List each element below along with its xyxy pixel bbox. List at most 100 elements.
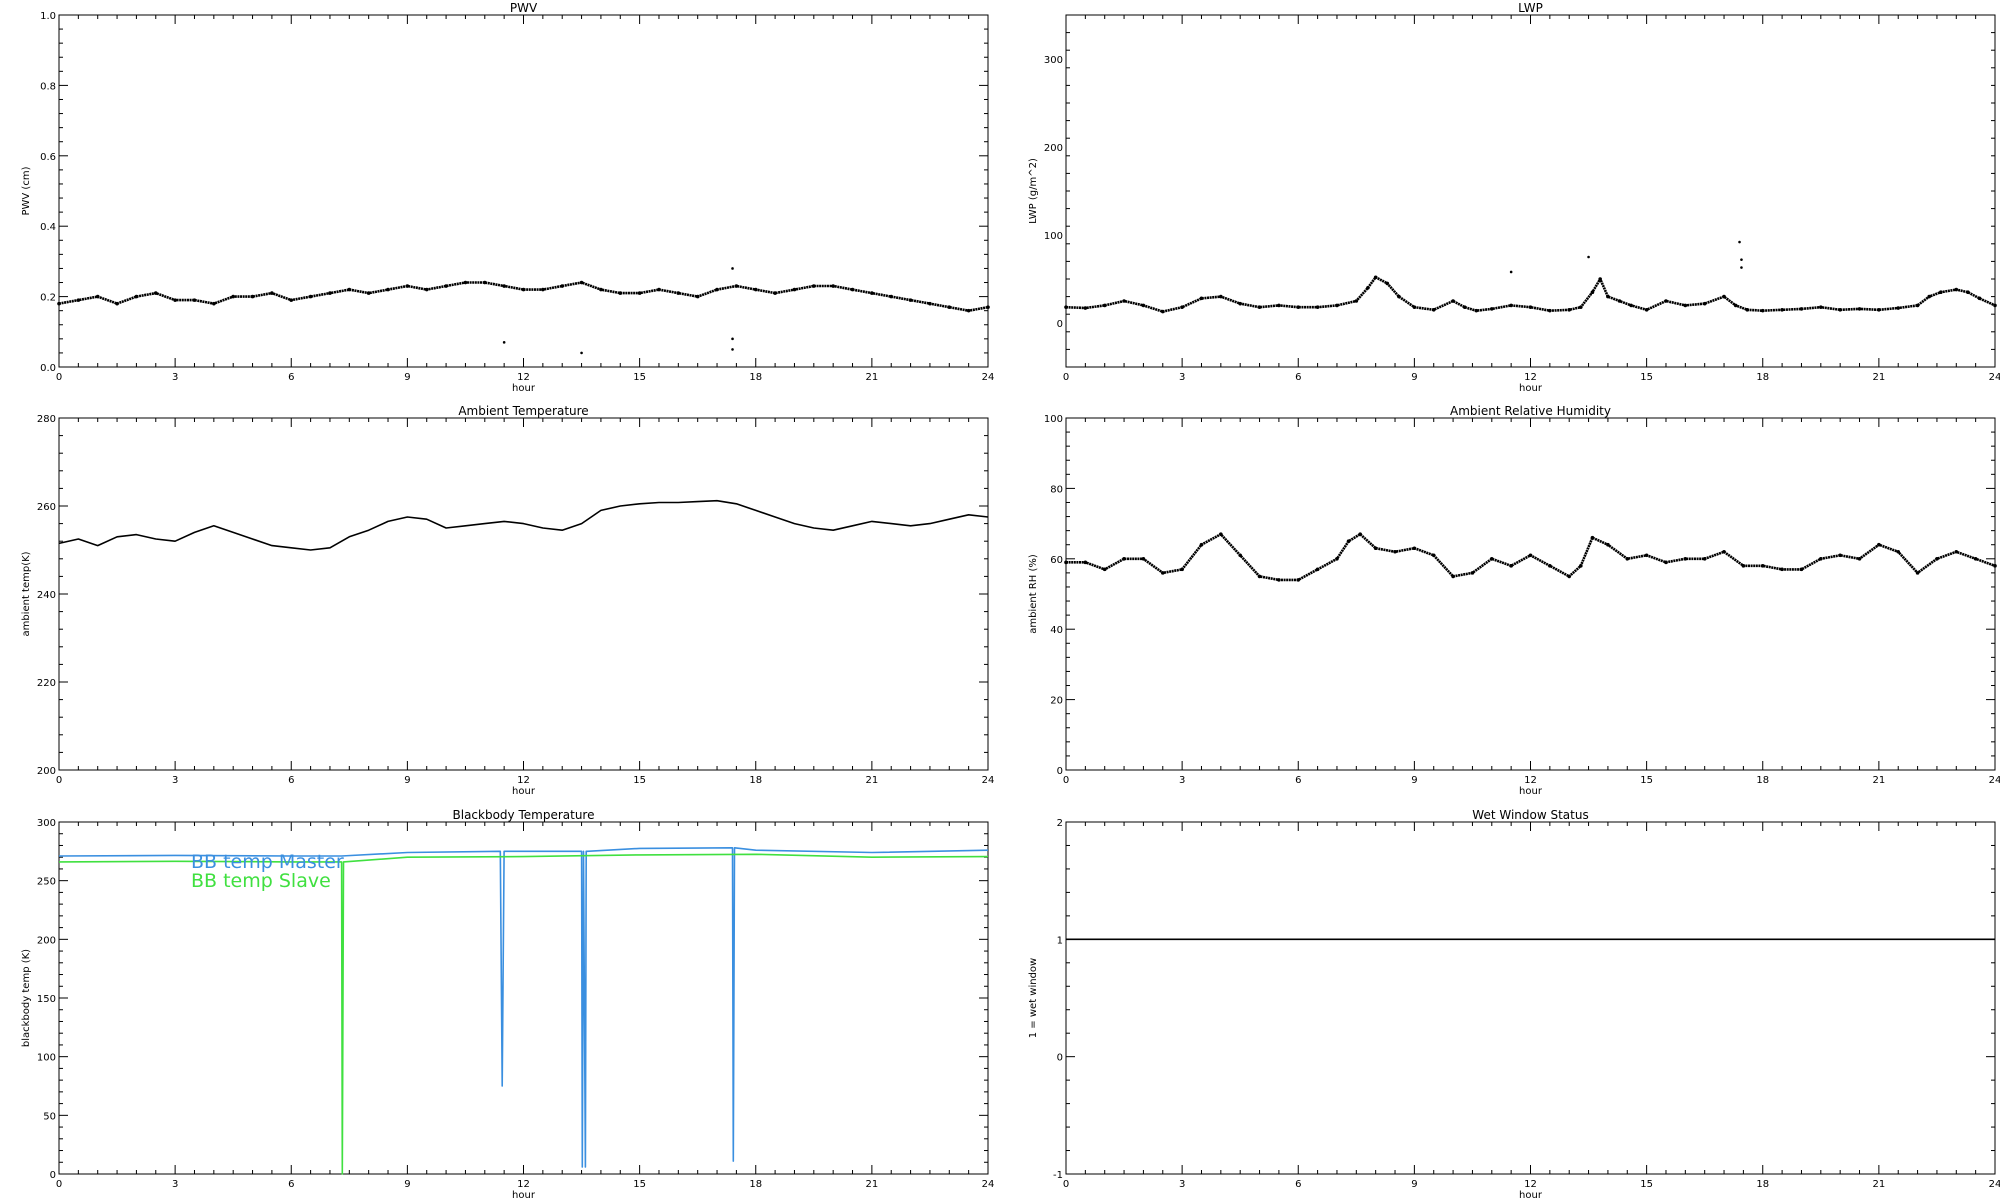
data-point [599, 287, 603, 292]
data-point [1122, 557, 1126, 561]
y-tick-label: 1.0 [40, 11, 56, 22]
chart-title: Ambient Temperature [458, 404, 588, 418]
data-point [1683, 557, 1688, 561]
y-tick-label: 0.4 [40, 222, 56, 233]
x-tick-label: 3 [172, 1179, 178, 1190]
outlier-point [731, 348, 734, 351]
y-tick-label: 150 [37, 994, 56, 1005]
x-tick-label: 12 [1524, 1179, 1537, 1190]
x-tick-label: 24 [1989, 372, 2000, 383]
data-point [695, 294, 700, 299]
y-tick-label: 100 [1044, 231, 1063, 242]
data-point [270, 291, 274, 295]
data-point [908, 298, 913, 302]
x-tick-label: 9 [404, 1179, 410, 1190]
x-tick-label: 18 [1756, 775, 1769, 786]
x-tick-label: 3 [172, 775, 178, 786]
data-point [1064, 305, 1068, 309]
chart-title: Ambient Relative Humidity [1450, 404, 1611, 418]
y-tick-label: 240 [37, 590, 56, 601]
data-point [889, 294, 894, 299]
x-tick-label: 18 [749, 775, 762, 786]
data-point [1083, 560, 1088, 565]
y-tick-label: 300 [37, 818, 56, 829]
data-point [1799, 307, 1804, 311]
data-point [1335, 557, 1339, 561]
y-tick-label: 200 [1044, 143, 1063, 154]
legend-entry: BB temp Master [191, 851, 344, 873]
data-point [1180, 567, 1184, 572]
data-point [1451, 299, 1455, 303]
data-point [1617, 299, 1622, 303]
x-tick-label: 21 [866, 1179, 879, 1190]
data-point [1590, 290, 1595, 295]
data-point [1977, 296, 1982, 301]
x-tick-label: 15 [1640, 1179, 1653, 1190]
data-point [1625, 557, 1630, 561]
series-line [58, 499, 989, 551]
data-point [1579, 564, 1583, 568]
y-tick-label: 260 [37, 502, 56, 513]
x-tick-label: 9 [1411, 1179, 1417, 1190]
data-point [1385, 281, 1390, 286]
data-point [1315, 305, 1320, 309]
data-point [1180, 305, 1184, 309]
y-tick-label: 0 [50, 1170, 56, 1181]
data-point [773, 291, 777, 295]
x-tick-label: 6 [1295, 1179, 1301, 1190]
x-tick-label: 15 [1640, 372, 1653, 383]
data-point [1366, 286, 1370, 290]
x-tick-label: 3 [172, 372, 178, 383]
outlier-point [731, 337, 734, 341]
y-tick-label: 0.8 [40, 81, 56, 92]
data-point [1780, 567, 1784, 572]
data-point [1528, 553, 1533, 558]
data-point [1954, 549, 1959, 554]
y-tick-label: 200 [37, 935, 56, 946]
x-tick-label: 0 [56, 775, 62, 786]
data-point [986, 305, 990, 309]
x-tick-label: 12 [517, 372, 530, 383]
x-tick-label: 9 [404, 372, 410, 383]
y-tick-label: 0 [1057, 766, 1063, 777]
data-point [1373, 546, 1378, 551]
data-point [1238, 301, 1242, 306]
data-point [1857, 557, 1862, 561]
data-point [1141, 557, 1146, 561]
y-tick-label: 300 [1044, 55, 1063, 66]
data-point [1857, 307, 1862, 311]
plot-frame [58, 14, 989, 368]
x-tick-label: 3 [1179, 1179, 1185, 1190]
data-point [1896, 549, 1901, 554]
x-axis-label: hour [1519, 786, 1543, 797]
data-point [1238, 553, 1242, 558]
x-tick-label: 0 [1063, 372, 1069, 383]
data-point [405, 284, 410, 288]
x-tick-label: 21 [1873, 1179, 1886, 1190]
data-point [1838, 308, 1842, 312]
data-point [1644, 308, 1649, 312]
data-point [1664, 299, 1668, 303]
x-tick-label: 15 [1640, 775, 1653, 786]
y-axis-label: LWP (g/m^2) [1028, 158, 1039, 224]
y-tick-label: 20 [1050, 696, 1063, 707]
y-tick-label: 0 [1057, 1053, 1063, 1064]
data-point [1315, 567, 1320, 572]
x-tick-label: 6 [1295, 775, 1301, 786]
x-tick-label: 21 [1873, 372, 1886, 383]
x-tick-label: 24 [982, 775, 995, 786]
data-point [1702, 301, 1707, 306]
chart-title: PWV [510, 1, 538, 15]
chart-panel: PWV 0 3 6 9 12 15 18 21 24 hour 0.0 0.2 0.4 0.6 0.8 1.0 P… [21, 1, 994, 394]
data-point [1877, 542, 1881, 547]
x-axis-label: hour [1519, 1190, 1543, 1200]
data-point [734, 284, 739, 288]
outlier-point [502, 341, 506, 344]
y-tick-label: 1 [1057, 935, 1063, 946]
y-tick-label: 0 [1057, 319, 1063, 330]
data-point [308, 294, 313, 299]
data-point [1780, 308, 1784, 312]
data-point [1412, 305, 1417, 309]
data-point [715, 287, 719, 292]
